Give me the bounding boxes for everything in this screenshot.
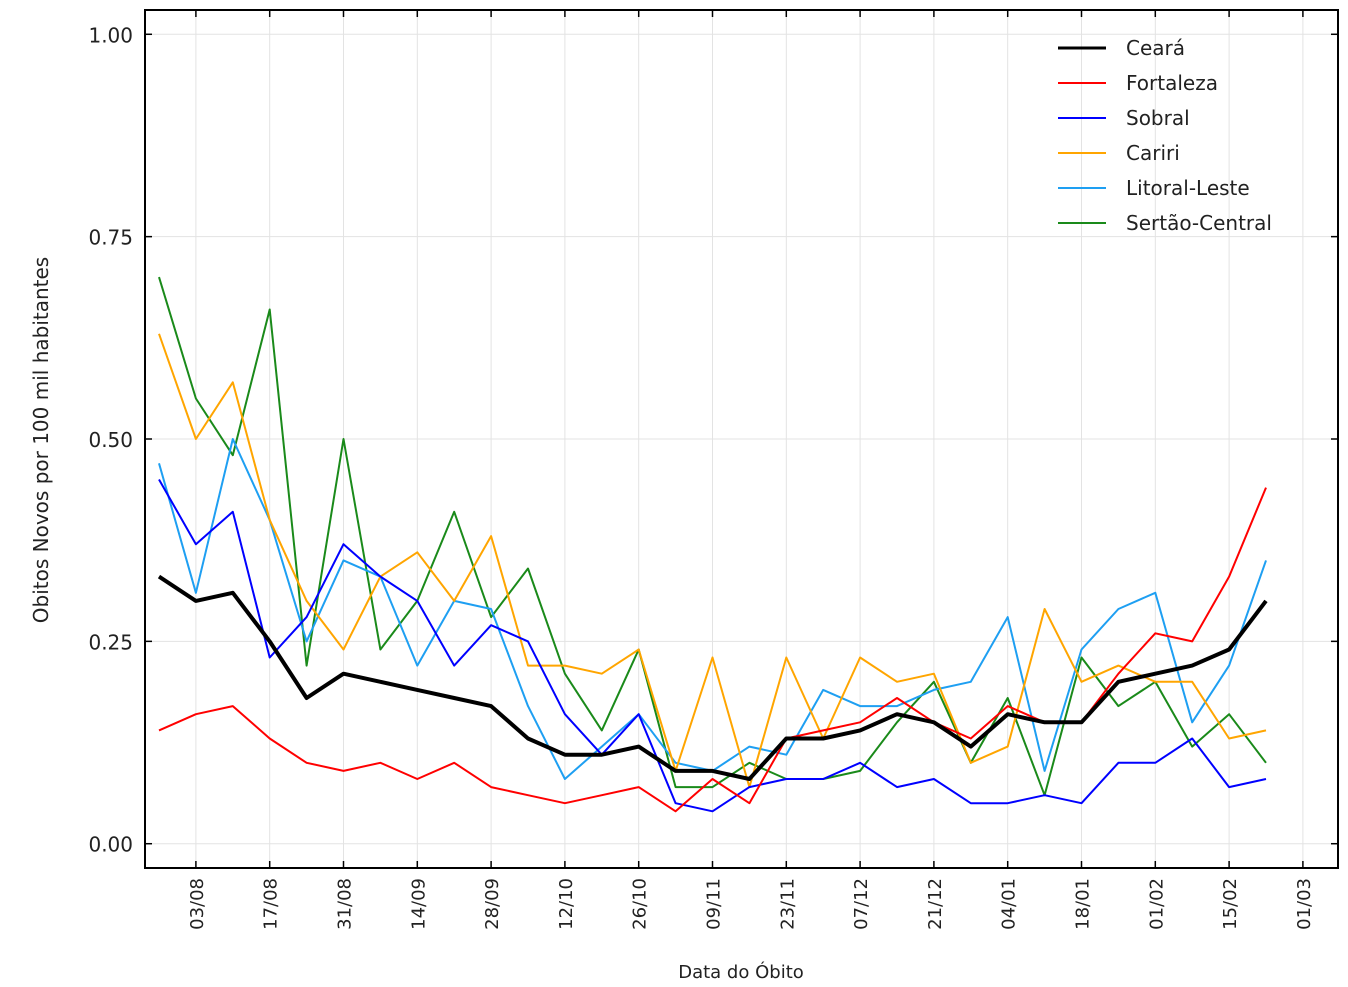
x-tick-label: 01/02 (1146, 878, 1167, 930)
x-tick-label: 03/08 (187, 878, 208, 930)
plot-frame (144, 9, 1339, 869)
series-line (158, 276, 1267, 797)
x-tick-label: 23/11 (777, 878, 798, 930)
x-tick-label: 01/03 (1294, 878, 1315, 930)
x-axis-label: Data do Óbito (678, 961, 804, 983)
x-tick-label: 14/09 (408, 878, 429, 930)
y-axis-label: Obitos Novos por 100 mil habitantes (29, 257, 53, 623)
legend-label: Sobral (1126, 106, 1190, 130)
y-tick-label: 1.00 (88, 23, 133, 47)
x-tick-label: 18/01 (1073, 878, 1094, 930)
x-tick-label: 07/12 (851, 878, 872, 930)
x-tick-label: 12/10 (556, 878, 577, 930)
y-tick-label: 0.00 (88, 833, 133, 857)
x-tick-label: 26/10 (630, 878, 651, 930)
x-tick-label: 21/12 (925, 878, 946, 930)
y-tick-label: 0.75 (88, 226, 133, 250)
y-tick-label: 0.25 (88, 630, 133, 654)
series-line (157, 574, 1268, 781)
x-tick-label: 09/11 (704, 878, 725, 930)
x-tick-label: 04/01 (999, 878, 1020, 930)
legend-label: Litoral-Leste (1126, 176, 1250, 200)
series-line (158, 333, 1267, 789)
legend-label: Fortaleza (1126, 71, 1218, 95)
x-tick-label: 17/08 (261, 878, 282, 930)
series-line (158, 479, 1267, 813)
legend-label: Sertão-Central (1126, 211, 1272, 235)
y-tick-label: 0.50 (88, 428, 133, 452)
x-tick-label: 31/08 (335, 878, 356, 930)
x-tick-label: 15/02 (1220, 878, 1241, 930)
x-tick-label: 28/09 (482, 878, 503, 930)
legend-label: Cariri (1126, 141, 1180, 165)
legend-label: Ceará (1126, 36, 1185, 60)
